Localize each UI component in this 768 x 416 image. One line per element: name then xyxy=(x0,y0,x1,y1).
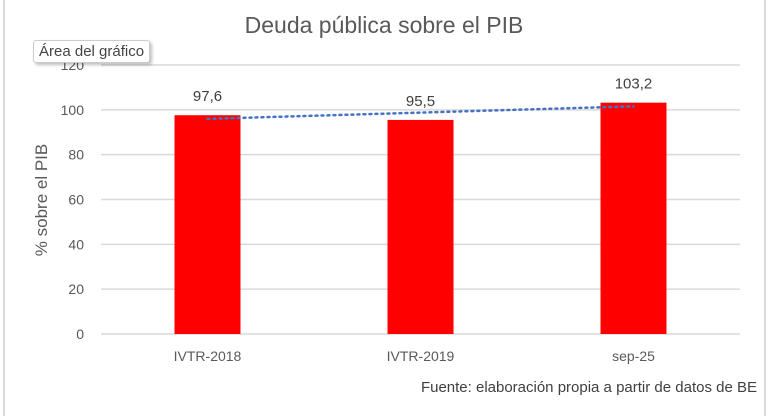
y-tick-label: 40 xyxy=(68,236,84,252)
bar xyxy=(600,102,667,334)
x-tick-label: IVTR-2019 xyxy=(387,348,455,364)
y-tick-label: 20 xyxy=(68,281,84,297)
data-label: 97,6 xyxy=(193,88,222,105)
y-tick-label: 60 xyxy=(68,192,84,208)
bar xyxy=(174,115,241,334)
data-label: 103,2 xyxy=(615,76,653,93)
y-tick-label: 0 xyxy=(76,326,84,342)
trendline xyxy=(206,105,635,121)
data-label: 95,5 xyxy=(406,93,435,110)
x-tick-label: IVTR-2018 xyxy=(174,348,242,364)
source-note: Fuente: elaboración propia a partir de d… xyxy=(421,379,757,396)
chart-title: Deuda pública sobre el PIB xyxy=(245,12,524,38)
chart-border xyxy=(3,0,766,416)
y-axis-label: % sobre el PIB xyxy=(32,144,51,256)
y-tick-label: 80 xyxy=(68,147,84,163)
bar xyxy=(387,119,454,334)
y-tick-label: 100 xyxy=(61,102,85,118)
x-tick-label: sep-25 xyxy=(612,348,655,364)
tooltip: Área del gráfico xyxy=(33,40,151,63)
